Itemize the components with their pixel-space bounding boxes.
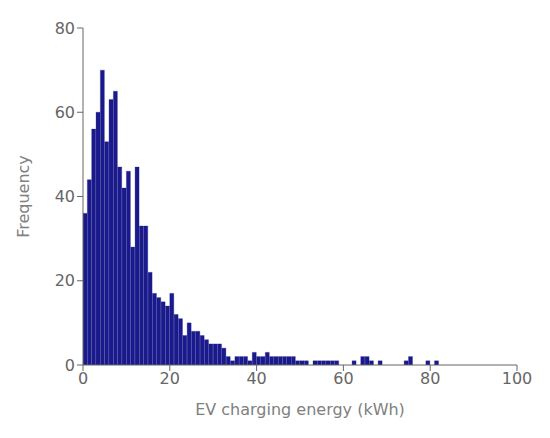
- svg-text:80: 80: [420, 369, 440, 388]
- svg-text:60: 60: [333, 369, 353, 388]
- svg-text:EV charging energy (kWh): EV charging energy (kWh): [195, 400, 405, 419]
- svg-text:0: 0: [65, 356, 75, 375]
- svg-text:20: 20: [55, 271, 75, 290]
- svg-text:80: 80: [55, 19, 75, 38]
- svg-text:40: 40: [55, 187, 75, 206]
- svg-text:40: 40: [246, 369, 266, 388]
- svg-text:Frequency: Frequency: [14, 155, 33, 238]
- svg-text:100: 100: [502, 369, 533, 388]
- svg-text:20: 20: [160, 369, 180, 388]
- svg-text:0: 0: [78, 369, 88, 388]
- svg-text:60: 60: [55, 103, 75, 122]
